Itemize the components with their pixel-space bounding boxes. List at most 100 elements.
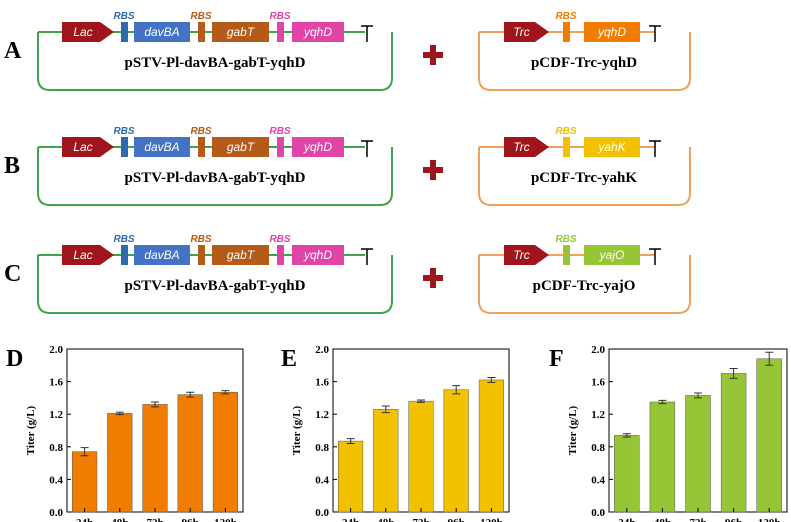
rbs-label: RBS bbox=[190, 11, 211, 22]
gene-davba-label: davBA bbox=[144, 140, 179, 154]
y-tick-label: 0.8 bbox=[591, 442, 605, 454]
promoter-lac-arrow bbox=[62, 22, 114, 42]
promoter-trc-arrow bbox=[504, 245, 549, 265]
y-axis-label: Titer (g/L) bbox=[291, 405, 303, 455]
rbs-label: RBS bbox=[555, 234, 576, 245]
rbs-label: RBS bbox=[190, 126, 211, 137]
plus-icon bbox=[423, 268, 443, 288]
y-tick-label: 2.0 bbox=[49, 344, 63, 356]
plus-icon bbox=[423, 160, 443, 180]
rbs-block bbox=[198, 137, 205, 157]
rbs-block bbox=[277, 137, 284, 157]
y-tick-label: 0.0 bbox=[591, 507, 605, 519]
plasmid-name-left: pSTV-Pl-davBA-gabT-yqhD bbox=[125, 170, 306, 186]
terminator-icon bbox=[649, 140, 661, 157]
plasmid-left: Lac RBS davBA RBS gabT RBS yqhD pSTV-Pl-davBA-g… bbox=[37, 234, 393, 314]
plus-bar-v bbox=[430, 45, 436, 65]
plasmid-backbone-left bbox=[37, 147, 393, 206]
y-tick-label: 1.2 bbox=[49, 409, 63, 421]
rbs-block bbox=[121, 22, 128, 42]
x-tick-label: 48h bbox=[111, 517, 128, 522]
error-bar bbox=[186, 391, 195, 398]
gene-yajo-label: yajO bbox=[599, 248, 625, 262]
plasmid-name-right: pCDF-Trc-yahK bbox=[531, 170, 637, 186]
x-tick-label: 48h bbox=[654, 517, 671, 522]
gene-davba-block bbox=[134, 137, 190, 157]
bar bbox=[373, 409, 399, 513]
bar bbox=[107, 413, 133, 513]
y-tick-label: 0.4 bbox=[49, 474, 63, 486]
error-bar bbox=[115, 411, 124, 416]
panel-label-f: F bbox=[549, 346, 564, 372]
y-tick-label: 0.4 bbox=[591, 474, 605, 486]
y-tick-label: 1.6 bbox=[315, 377, 329, 389]
x-tick-label: 96h bbox=[182, 517, 199, 522]
bar bbox=[685, 395, 711, 513]
plasmid-right: Trc RBS yahK pCDF-Trc-yahK bbox=[478, 126, 691, 206]
gene-yqhd-block bbox=[292, 22, 344, 42]
rbs-label: RBS bbox=[269, 11, 290, 22]
construct-row-c: C Lac RBS davBA RBS gabT RBS yqhD pSTV-Pl-davBA-… bbox=[4, 234, 691, 314]
rbs-block bbox=[563, 22, 570, 42]
gene-gabt-block bbox=[212, 245, 269, 265]
gene-yqhd-block bbox=[584, 22, 640, 42]
plasmid-name-right: pCDF-Trc-yajO bbox=[533, 278, 636, 294]
gene-yqhd-block bbox=[292, 137, 344, 157]
error-bar bbox=[221, 390, 230, 395]
rbs-label: RBS bbox=[113, 234, 134, 245]
y-axis-label: Titer (g/L) bbox=[567, 405, 579, 455]
bar bbox=[212, 391, 238, 513]
bar bbox=[756, 358, 782, 513]
gene-gabt-label: gabT bbox=[227, 25, 256, 39]
error-bar bbox=[452, 385, 461, 395]
bar bbox=[72, 451, 98, 513]
error-bar bbox=[151, 401, 159, 408]
error-bar bbox=[417, 399, 425, 403]
rbs-label: RBS bbox=[113, 126, 134, 137]
gene-gabt-block bbox=[212, 137, 269, 157]
x-tick-label: 96h bbox=[725, 517, 742, 522]
gene-gabt-label: gabT bbox=[227, 140, 256, 154]
y-tick-label: 2.0 bbox=[315, 344, 329, 356]
terminator-icon bbox=[361, 248, 373, 265]
panel-label-b: B bbox=[4, 153, 20, 179]
x-tick-label: 24h bbox=[342, 517, 359, 522]
y-tick-label: 0.8 bbox=[49, 442, 63, 454]
error-bar bbox=[381, 405, 390, 414]
y-tick-label: 0.8 bbox=[315, 442, 329, 454]
y-tick-label: 1.2 bbox=[591, 409, 605, 421]
gene-yahk-label: yahK bbox=[597, 140, 626, 154]
x-tick-label: 120h bbox=[758, 517, 781, 522]
promoter-lac-label: Lac bbox=[73, 140, 92, 154]
rbs-block bbox=[563, 137, 570, 157]
x-tick-label: 120h bbox=[480, 517, 503, 522]
x-tick-label: 72h bbox=[412, 517, 429, 522]
y-tick-label: 1.2 bbox=[315, 409, 329, 421]
plasmid-right: Trc RBS yajO pCDF-Trc-yajO bbox=[478, 234, 691, 314]
chart-d: D 0.0 0.4 0.8 1.2 1.6 2.0 Titer (g/L) 24h 48h 72h 9… bbox=[6, 344, 244, 522]
rbs-label: RBS bbox=[269, 126, 290, 137]
plasmid-name-left: pSTV-Pl-davBA-gabT-yqhD bbox=[125, 278, 306, 294]
x-tick-label: 24h bbox=[618, 517, 635, 522]
plasmid-backbone-right bbox=[478, 32, 691, 91]
x-tick-label: 24h bbox=[76, 517, 93, 522]
error-bar bbox=[694, 392, 702, 399]
plasmid-name-left: pSTV-Pl-davBA-gabT-yqhD bbox=[125, 55, 306, 71]
bar bbox=[408, 400, 434, 513]
terminator-icon bbox=[649, 25, 661, 42]
gene-davba-label: davBA bbox=[144, 248, 179, 262]
plasmid-backbone-left bbox=[37, 255, 393, 314]
error-bar bbox=[622, 433, 631, 438]
rbs-label: RBS bbox=[113, 11, 134, 22]
plasmid-backbone-right bbox=[478, 255, 691, 314]
panel-label-e: E bbox=[281, 346, 297, 372]
y-axis-label: Titer (g/L) bbox=[25, 405, 37, 455]
rbs-block bbox=[121, 137, 128, 157]
y-tick-label: 1.6 bbox=[591, 377, 605, 389]
construct-row-b: B Lac RBS davBA RBS gabT RBS yqhD pSTV-Pl-davBA-… bbox=[4, 126, 691, 206]
gene-yahk-block bbox=[584, 137, 640, 157]
promoter-lac-arrow bbox=[62, 245, 114, 265]
gene-gabt-label: gabT bbox=[227, 248, 256, 262]
rbs-block bbox=[277, 22, 284, 42]
